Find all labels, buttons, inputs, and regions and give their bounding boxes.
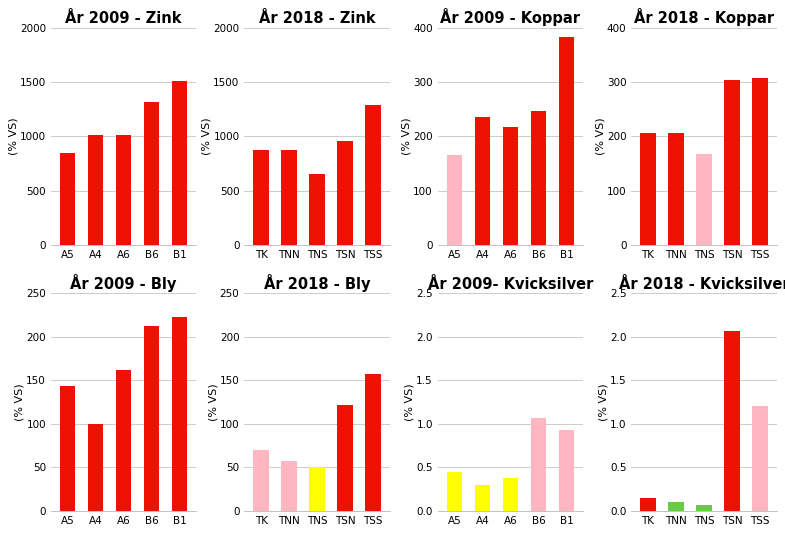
Bar	[668, 132, 684, 245]
Bar	[365, 105, 381, 245]
Title: År 2018 - Bly: År 2018 - Bly	[264, 274, 371, 292]
Bar	[475, 485, 490, 511]
Y-axis label: (% VS): (% VS)	[208, 383, 218, 421]
Bar	[172, 318, 187, 511]
Bar	[60, 153, 75, 245]
Bar	[254, 450, 268, 511]
Bar	[309, 467, 325, 511]
Y-axis label: (% VS): (% VS)	[9, 117, 18, 155]
Bar	[475, 117, 490, 245]
Bar	[254, 151, 268, 245]
Bar	[752, 406, 768, 511]
Bar	[559, 37, 574, 245]
Bar	[172, 81, 187, 245]
Bar	[116, 370, 131, 511]
Bar	[116, 135, 131, 245]
Bar	[752, 78, 768, 245]
Bar	[281, 461, 297, 511]
Title: År 2009 - Zink: År 2009 - Zink	[65, 11, 182, 26]
Title: År 2018 - Kvicksilver: År 2018 - Kvicksilver	[619, 277, 785, 292]
Bar	[144, 101, 159, 245]
Bar	[144, 326, 159, 511]
Bar	[88, 135, 104, 245]
Y-axis label: (% VS): (% VS)	[15, 383, 25, 421]
Bar	[641, 132, 655, 245]
Y-axis label: (% VS): (% VS)	[595, 117, 605, 155]
Bar	[696, 154, 712, 245]
Y-axis label: (% VS): (% VS)	[402, 117, 412, 155]
Bar	[725, 331, 739, 511]
Bar	[503, 127, 518, 245]
Bar	[60, 386, 75, 511]
Bar	[338, 140, 352, 245]
Title: År 2009- Kvicksilver: År 2009- Kvicksilver	[428, 277, 593, 292]
Title: År 2009 - Bly: År 2009 - Bly	[71, 274, 177, 292]
Y-axis label: (% VS): (% VS)	[405, 383, 415, 421]
Title: År 2018 - Zink: År 2018 - Zink	[259, 11, 375, 26]
Bar	[309, 175, 325, 245]
Bar	[281, 151, 297, 245]
Bar	[447, 472, 462, 511]
Bar	[531, 111, 546, 245]
Bar	[641, 498, 655, 511]
Bar	[531, 418, 546, 511]
Bar	[447, 155, 462, 245]
Y-axis label: (% VS): (% VS)	[598, 383, 608, 421]
Title: År 2009 - Koppar: År 2009 - Koppar	[440, 9, 580, 26]
Bar	[725, 80, 739, 245]
Bar	[338, 405, 352, 511]
Bar	[365, 374, 381, 511]
Bar	[668, 502, 684, 511]
Bar	[559, 430, 574, 511]
Bar	[696, 505, 712, 511]
Bar	[503, 478, 518, 511]
Bar	[88, 423, 104, 511]
Y-axis label: (% VS): (% VS)	[202, 117, 212, 155]
Title: År 2018 - Koppar: År 2018 - Koppar	[634, 9, 774, 26]
